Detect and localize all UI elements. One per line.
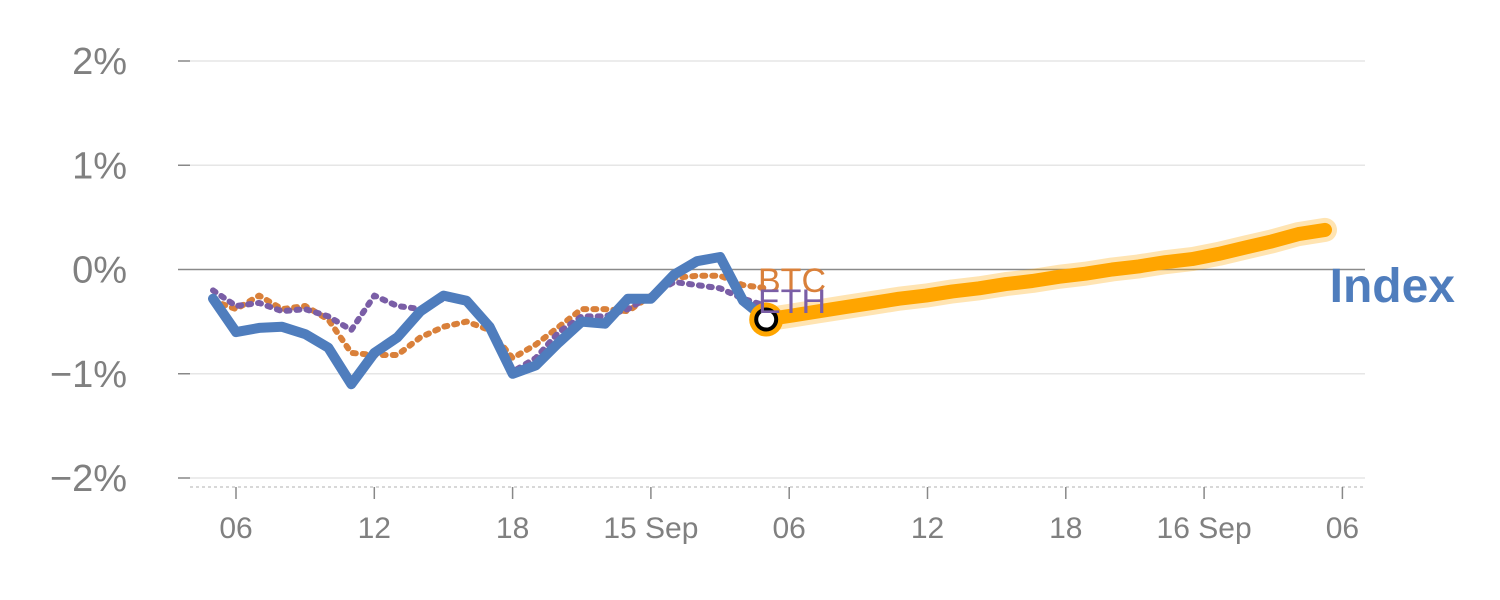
y-tick-label: 1% [72,145,127,187]
x-tick-label: 15 Sep [603,512,698,545]
x-tick-label: 06 [219,512,252,545]
series-line-btc [210,272,770,362]
x-tick-label: 18 [1049,512,1082,545]
y-tick-label: −2% [50,458,127,500]
projection-line [759,222,1332,327]
series-label-index: Index [1330,260,1456,313]
x-tick-label: 12 [911,512,944,545]
series-lines [208,217,1337,390]
y-tick-label: −1% [50,354,127,396]
series-label-eth: ETH [758,283,826,321]
x-tick-label: 06 [773,512,806,545]
y-axis: 2% 1% 0% −1% −2% [50,41,190,500]
series-label-btc: BTC [758,262,826,300]
current-point-marker-inner [754,307,779,332]
grid [190,60,1365,479]
x-tick-label: 06 [1326,512,1359,545]
y-tick-label: 2% [72,41,127,83]
x-tick-label: 12 [358,512,391,545]
y-tick-label: 0% [72,250,127,292]
series-line-index [208,252,772,390]
x-tick-label: 16 Sep [1157,512,1252,545]
x-tick-label: 18 [496,512,529,545]
x-axis: 06 12 18 15 Sep 06 12 18 16 Sep 06 [190,486,1365,545]
